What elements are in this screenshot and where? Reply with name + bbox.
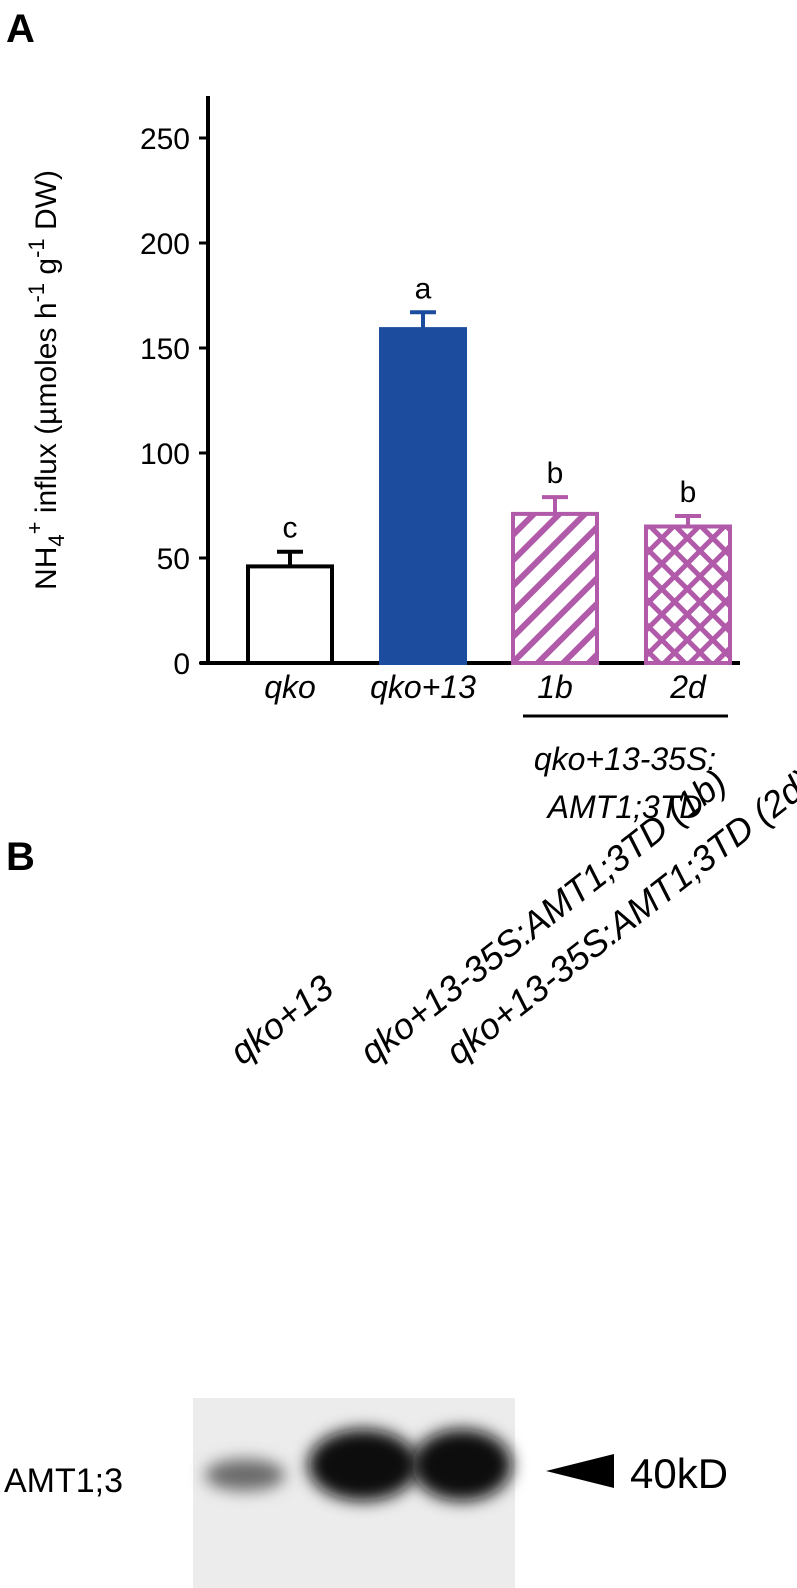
x-tick-label: qko+13 xyxy=(370,669,476,705)
significance-letter: a xyxy=(415,272,432,305)
lane-label: qko+13 xyxy=(222,967,341,1073)
band xyxy=(412,1429,512,1501)
band xyxy=(205,1459,285,1491)
y-tick-label: 150 xyxy=(140,333,190,366)
bar xyxy=(379,327,467,665)
x-tick-label: 1b xyxy=(537,669,573,705)
y-tick-label: 250 xyxy=(140,123,190,156)
y-axis-label-part: -1 xyxy=(24,283,49,303)
panel-label: A xyxy=(6,7,35,51)
bar xyxy=(644,524,732,665)
y-tick-label: 100 xyxy=(140,438,190,471)
lane-label: qko+13-35S:AMT1;3TD (1b) xyxy=(352,761,734,1072)
y-axis-label-part: 4 xyxy=(44,534,69,546)
panel-label: B xyxy=(6,835,35,879)
bar xyxy=(511,511,599,666)
bar xyxy=(246,564,334,666)
y-axis-label-part: + xyxy=(22,522,47,535)
x-tick-label: 2d xyxy=(669,669,707,705)
x-tick-label: qko xyxy=(264,669,316,705)
significance-letter: b xyxy=(547,457,564,490)
group-label: AMT1;3TD xyxy=(546,789,703,825)
y-axis-label-part: g xyxy=(30,258,63,283)
y-axis-label-part: DW) xyxy=(30,170,63,238)
y-axis-label-part: -1 xyxy=(24,238,49,258)
y-tick-label: 50 xyxy=(157,543,190,576)
group-label: qko+13-35S: xyxy=(534,741,716,777)
y-tick-label: 0 xyxy=(173,648,190,681)
band-label: AMT1;3 xyxy=(4,1462,123,1500)
y-tick-label: 200 xyxy=(140,228,190,261)
marker-label: 40kD xyxy=(630,1450,728,1497)
marker-arrow xyxy=(546,1454,614,1488)
significance-letter: c xyxy=(283,512,298,545)
y-axis-label-part: influx (µmoles h xyxy=(30,302,63,521)
y-axis-label: NH4+ influx (µmoles h-1 g-1 DW) xyxy=(22,170,69,590)
significance-letter: b xyxy=(680,476,697,509)
y-axis-label-part: NH xyxy=(30,547,63,590)
band xyxy=(308,1429,418,1501)
